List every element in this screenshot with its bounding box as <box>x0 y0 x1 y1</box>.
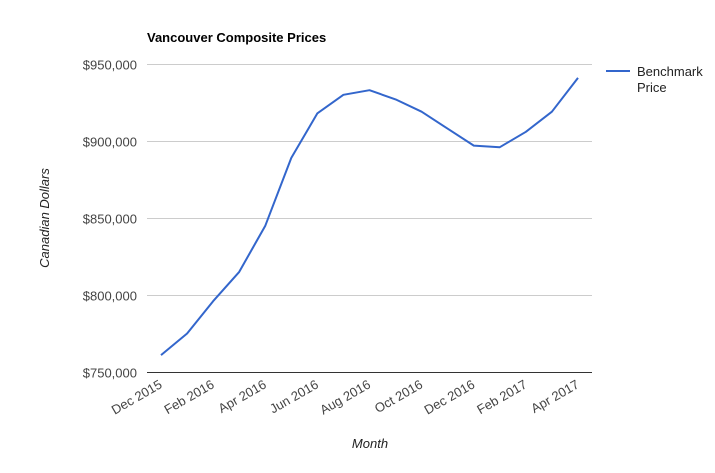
legend-label-line-2: Price <box>637 80 667 95</box>
data-point <box>550 110 554 114</box>
x-tick-label: Dec 2015 <box>109 377 165 418</box>
data-point <box>368 88 372 92</box>
data-point <box>315 111 319 115</box>
x-tick-label: Dec 2016 <box>422 377 478 418</box>
data-point <box>446 127 450 131</box>
y-tick-label: $900,000 <box>83 135 137 150</box>
y-tick-label: $850,000 <box>83 212 137 227</box>
data-point <box>576 76 580 80</box>
data-point <box>185 332 189 336</box>
x-tick-label: Oct 2016 <box>372 377 425 416</box>
data-point <box>472 144 476 148</box>
data-point <box>289 156 293 160</box>
series-line-benchmark-price <box>160 77 579 356</box>
x-axis-title: Month <box>352 436 388 451</box>
data-point <box>341 93 345 97</box>
x-tick-label: Jun 2016 <box>267 377 321 417</box>
series-layer <box>159 76 580 357</box>
data-point <box>159 353 163 357</box>
chart-title: Vancouver Composite Prices <box>147 30 326 45</box>
data-point <box>498 145 502 149</box>
gridlines <box>147 64 592 373</box>
data-point <box>420 110 424 114</box>
data-point <box>237 270 241 274</box>
data-point <box>394 97 398 101</box>
x-tick-label: Feb 2016 <box>162 377 217 417</box>
x-tick-label: Feb 2017 <box>474 377 529 417</box>
data-point <box>263 224 267 228</box>
y-tick-label: $750,000 <box>83 366 137 381</box>
axes: $750,000 $800,000 $850,000 $900,000 $950,000… <box>83 58 582 418</box>
y-axis-title: Canadian Dollars <box>37 168 52 268</box>
data-point <box>211 299 215 303</box>
legend-label-line-1: Benchmark <box>637 64 703 79</box>
x-tick-label: Aug 2016 <box>317 377 373 418</box>
y-tick-label: $800,000 <box>83 289 137 304</box>
data-point <box>524 130 528 134</box>
x-tick-label: Apr 2016 <box>216 377 269 416</box>
legend: Benchmark Price <box>606 64 703 95</box>
y-tick-label: $950,000 <box>83 58 137 73</box>
x-tick-label: Apr 2017 <box>528 377 581 416</box>
